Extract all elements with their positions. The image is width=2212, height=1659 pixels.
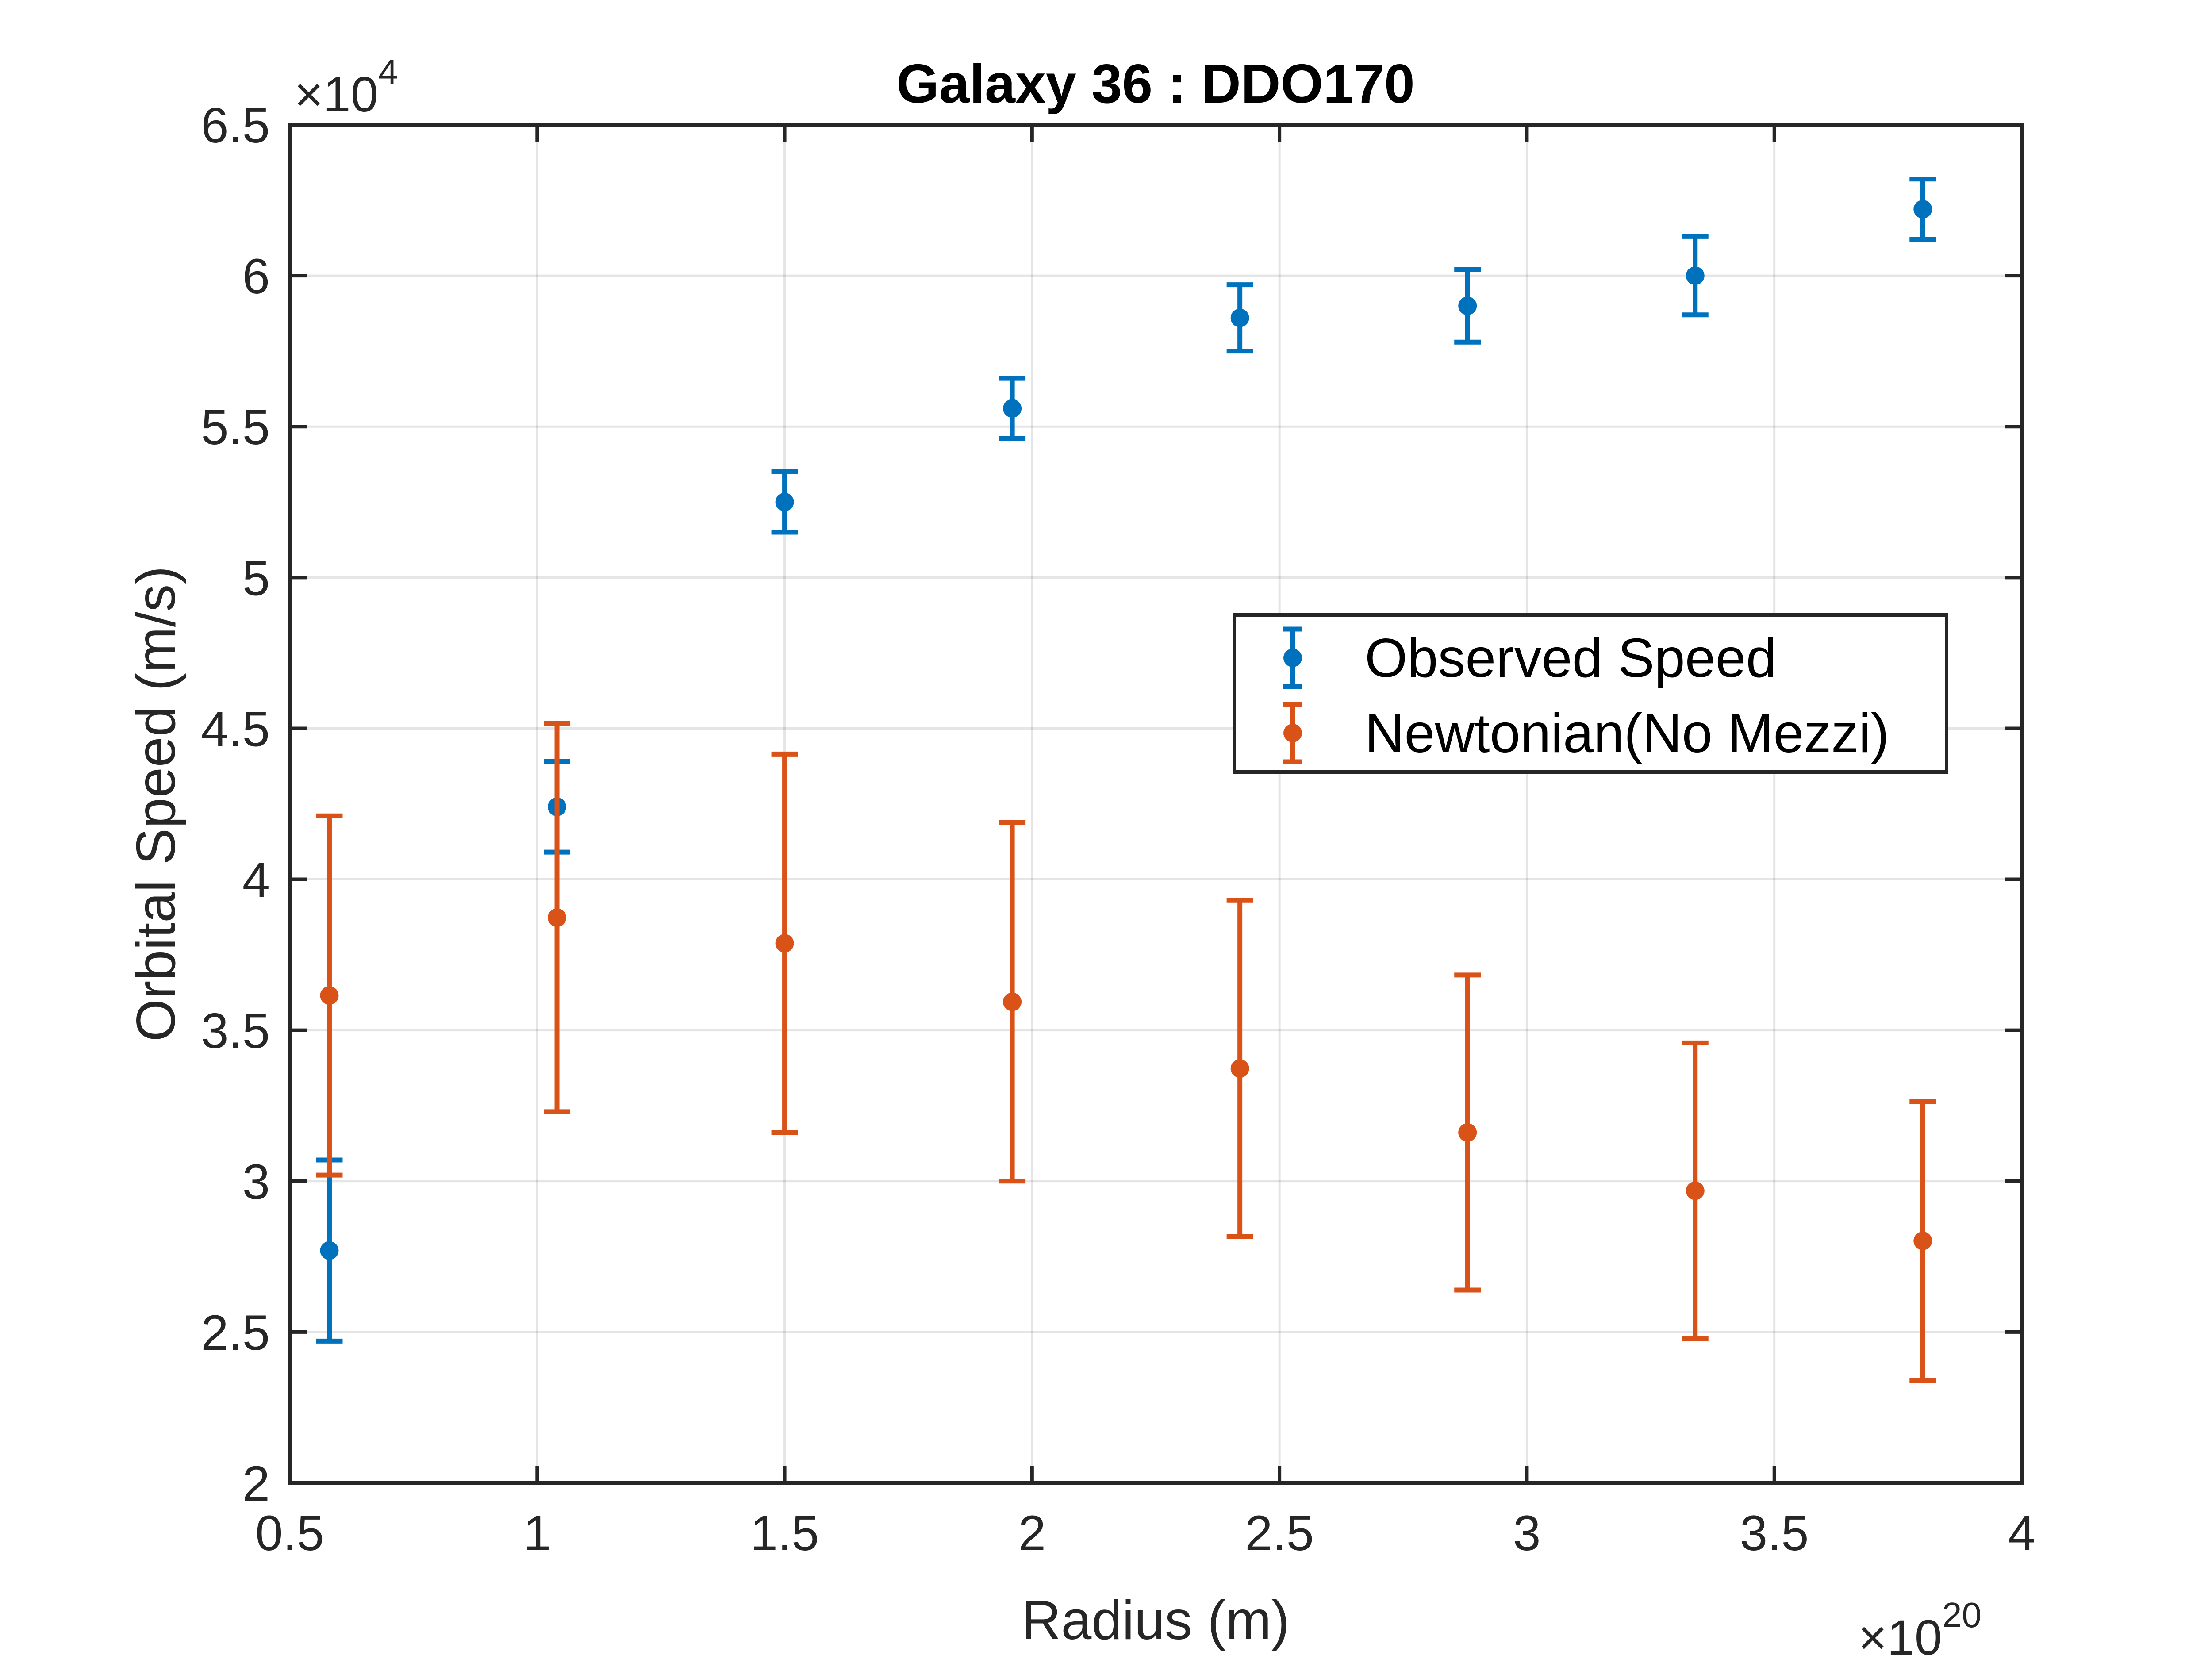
y-tick-labels: 2 2.5 3 3.5 4 4.5 5 5.5 6 6.5 — [201, 98, 270, 1511]
x-axis-multiplier: ×1020 — [1858, 1595, 1982, 1659]
x-tick-labels: 0.5 1 1.5 2 2.5 3 3.5 4 — [255, 1505, 2035, 1561]
data-point — [1686, 266, 1705, 285]
legend-label-newtonian: Newtonian(No Mezzi) — [1365, 703, 1889, 764]
data-point — [775, 492, 794, 511]
x-tick-label: 0.5 — [255, 1505, 324, 1561]
data-point — [1003, 992, 1022, 1011]
series-newtonian — [316, 721, 1936, 1383]
x-tick-label: 2 — [1018, 1505, 1046, 1561]
data-point — [1913, 1231, 1932, 1250]
y-multiplier-base: ×10 — [294, 67, 378, 122]
data-point — [1913, 200, 1932, 219]
plot-area — [290, 125, 2022, 1483]
y-tick-label: 3.5 — [201, 1003, 270, 1059]
data-point — [1458, 296, 1477, 315]
y-tick-label: 2 — [242, 1456, 270, 1511]
plot-frame — [288, 123, 2024, 1485]
y-tick-label: 5.5 — [201, 399, 270, 455]
data-point — [775, 934, 794, 953]
legend: Observed Speed Newtonian(No Mezzi) — [1233, 613, 1948, 774]
data-point — [1003, 399, 1022, 418]
x-tick-label: 2.5 — [1245, 1505, 1314, 1561]
y-axis-multiplier: ×104 — [294, 52, 398, 122]
data-point — [320, 986, 339, 1005]
x-axis-label: Radius (m) — [1022, 1590, 1290, 1651]
data-point — [1458, 1123, 1477, 1142]
x-tick-label: 1 — [523, 1505, 551, 1561]
x-tick-label: 3.5 — [1740, 1505, 1809, 1561]
y-tick-label: 5 — [242, 550, 270, 606]
legend-box — [1233, 613, 1948, 774]
legend-marker-newtonian — [1283, 702, 1302, 764]
x-multiplier-base: ×10 — [1858, 1610, 1942, 1659]
data-point — [1230, 1059, 1249, 1078]
x-tick-label: 4 — [2008, 1505, 2035, 1561]
legend-point — [1283, 724, 1302, 742]
data-point — [1686, 1181, 1705, 1200]
legend-marker-observed-speed — [1283, 626, 1302, 689]
data-point — [548, 908, 567, 927]
x-tick-label: 1.5 — [750, 1505, 819, 1561]
data-point — [320, 1241, 339, 1260]
y-tick-label: 4.5 — [201, 701, 270, 757]
data-point — [1230, 308, 1249, 327]
x-multiplier-exponent: 20 — [1942, 1595, 1982, 1635]
y-axis-label: Orbital Speed (m/s) — [126, 566, 187, 1041]
x-tick-label: 3 — [1513, 1505, 1540, 1561]
y-tick-label: 6.5 — [201, 98, 270, 153]
y-tick-label: 3 — [242, 1154, 270, 1210]
legend-label-observed-speed: Observed Speed — [1365, 628, 1777, 689]
legend-point — [1283, 649, 1302, 667]
y-tick-label: 2.5 — [201, 1305, 270, 1360]
y-tick-label: 6 — [242, 249, 270, 304]
chart-title: Galaxy 36 : DDO170 — [896, 54, 1415, 115]
y-multiplier-exponent: 4 — [378, 52, 398, 92]
series-layer — [316, 177, 1936, 1383]
y-tick-label: 4 — [242, 853, 270, 908]
